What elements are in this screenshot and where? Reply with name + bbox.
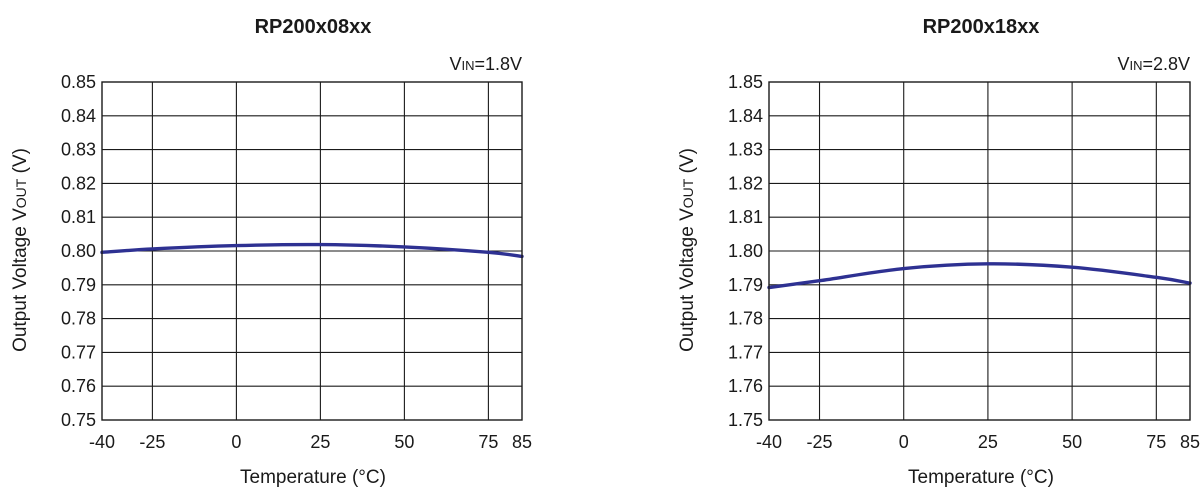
y-tick-label: 1.77 bbox=[728, 342, 763, 362]
y-tick-label: 1.76 bbox=[728, 376, 763, 396]
y-axis-ticks: 0.75 0.76 0.77 0.78 0.79 0.80 0.81 0.82 0.83 0.84… bbox=[61, 72, 96, 430]
y-axis-label-suffix: (V) bbox=[677, 148, 698, 179]
y-tick-label: 1.75 bbox=[728, 410, 763, 430]
condition-suffix: =1.8V bbox=[474, 54, 522, 74]
plot-frame bbox=[101, 81, 523, 421]
x-tick-label: 50 bbox=[1062, 432, 1082, 452]
y-tick-label: 0.82 bbox=[61, 173, 96, 193]
y-tick-label: 0.77 bbox=[61, 342, 96, 362]
x-tick-label: 85 bbox=[512, 432, 532, 452]
x-tick-label: -25 bbox=[139, 432, 165, 452]
y-tick-label: 1.81 bbox=[728, 207, 763, 227]
x-tick-label: 25 bbox=[310, 432, 330, 452]
y-axis-label-prefix: Output Voltage V bbox=[677, 208, 698, 352]
x-axis-label: Temperature (°C) bbox=[908, 467, 1054, 488]
x-tick-label: 75 bbox=[478, 432, 498, 452]
chart-title: RP200x08xx bbox=[255, 16, 372, 38]
condition-prefix: V bbox=[1117, 54, 1129, 74]
input-voltage-condition: VIN=2.8V bbox=[1117, 54, 1190, 74]
condition-subscript: IN bbox=[461, 58, 474, 73]
y-tick-label: 1.79 bbox=[728, 275, 763, 295]
x-tick-label: 0 bbox=[231, 432, 241, 452]
x-tick-label: 0 bbox=[899, 432, 909, 452]
plot-frame bbox=[768, 81, 1191, 421]
y-tick-label: 1.84 bbox=[728, 106, 763, 126]
series-line bbox=[100, 242, 524, 259]
y-axis-label-subscript: OUT bbox=[680, 178, 696, 208]
y-tick-label: 0.78 bbox=[61, 309, 96, 329]
chart-rp200x18xx: RP200x18xx VIN=2.8V 1.75 1.76 1.77 1.78 1.79… bbox=[677, 16, 1200, 488]
y-axis-label-subscript: OUT bbox=[13, 178, 29, 208]
y-tick-label: 0.84 bbox=[61, 106, 96, 126]
y-axis-ticks: 1.75 1.76 1.77 1.78 1.79 1.80 1.81 1.82 1.83 1.84… bbox=[728, 72, 763, 430]
x-tick-label: -40 bbox=[89, 432, 115, 452]
chart-title: RP200x18xx bbox=[923, 16, 1040, 38]
y-axis-label: Output Voltage VOUT (V) bbox=[10, 148, 31, 352]
input-voltage-condition: VIN=1.8V bbox=[449, 54, 522, 74]
x-tick-label: 75 bbox=[1146, 432, 1166, 452]
y-tick-label: 1.78 bbox=[728, 309, 763, 329]
condition-suffix: =2.8V bbox=[1142, 54, 1190, 74]
y-tick-label: 1.82 bbox=[728, 173, 763, 193]
y-tick-label: 0.85 bbox=[61, 72, 96, 92]
condition-subscript: IN bbox=[1129, 58, 1142, 73]
x-tick-label: 25 bbox=[978, 432, 998, 452]
y-axis-label-suffix: (V) bbox=[10, 148, 31, 179]
x-tick-label: -40 bbox=[756, 432, 782, 452]
x-tick-label: 85 bbox=[1180, 432, 1200, 452]
y-tick-label: 1.85 bbox=[728, 72, 763, 92]
x-tick-label: 50 bbox=[394, 432, 414, 452]
y-tick-label: 1.80 bbox=[728, 241, 763, 261]
y-tick-label: 0.76 bbox=[61, 376, 96, 396]
y-tick-label: 0.83 bbox=[61, 140, 96, 160]
grid bbox=[769, 82, 1190, 420]
y-tick-label: 0.80 bbox=[61, 241, 96, 261]
x-axis-label: Temperature (°C) bbox=[240, 467, 386, 488]
y-tick-label: 0.75 bbox=[61, 410, 96, 430]
series-line bbox=[767, 262, 1192, 290]
y-axis-label-prefix: Output Voltage V bbox=[10, 208, 31, 352]
x-tick-label: -25 bbox=[807, 432, 833, 452]
x-axis-ticks: -40 -25 0 25 50 75 85 bbox=[756, 432, 1200, 452]
y-axis-label: Output Voltage VOUT (V) bbox=[677, 148, 698, 352]
y-tick-label: 1.83 bbox=[728, 140, 763, 160]
x-axis-ticks: -40 -25 0 25 50 75 85 bbox=[89, 432, 532, 452]
y-tick-label: 0.79 bbox=[61, 275, 96, 295]
chart-rp200x08xx: RP200x08xx VIN=1.8V 0.75 0.76 0.77 0.78 0.79… bbox=[10, 16, 532, 488]
condition-prefix: V bbox=[449, 54, 461, 74]
y-tick-label: 0.81 bbox=[61, 207, 96, 227]
